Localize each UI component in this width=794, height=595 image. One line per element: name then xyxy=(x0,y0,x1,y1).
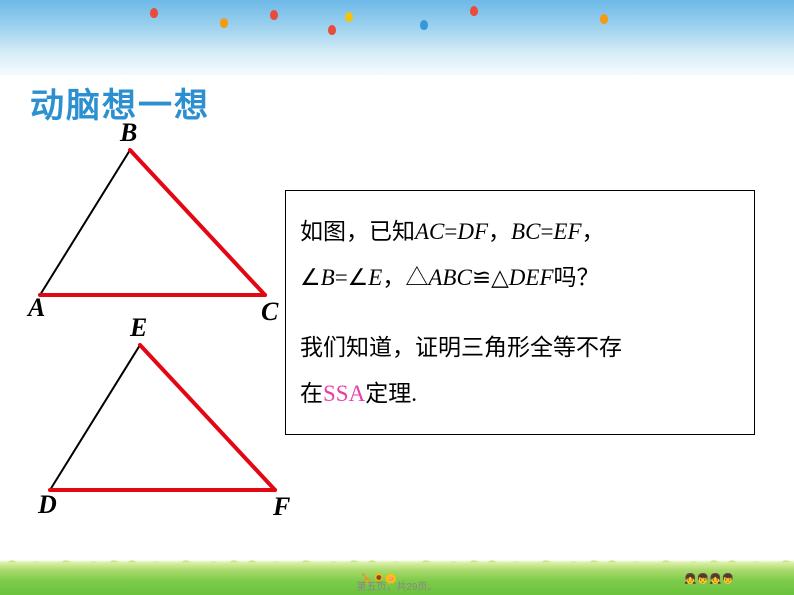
tri-sym: ，△ xyxy=(382,265,428,290)
problem-textbox: 如图，已知AC=DF，BC=EF， ∠B=∠E，△ABC≌△DEF吗？ 我们知道… xyxy=(285,190,755,435)
ang-b: B xyxy=(321,265,335,290)
eq-ef: EF xyxy=(553,219,581,244)
vertex-b: B xyxy=(120,118,137,148)
vertex-f: F xyxy=(273,492,290,522)
eq-ac: AC xyxy=(415,219,444,244)
spacer xyxy=(300,301,740,325)
tri-sym: △ xyxy=(491,265,509,290)
textbox-line1: 如图，已知AC=DF，BC=EF， xyxy=(300,209,740,255)
text: 定理. xyxy=(365,381,417,406)
balloon-icon xyxy=(600,14,608,24)
sep: ， xyxy=(582,219,605,244)
tri-abc: ABC xyxy=(428,265,471,290)
textbox-line2: ∠B=∠E，△ABC≌△DEF吗？ xyxy=(300,255,740,301)
vertex-a: A xyxy=(28,293,45,323)
cong-sym: ≌ xyxy=(472,265,491,290)
textbox-line4: 在SSA定理. xyxy=(300,371,740,417)
page-number: 第五页，共29页。 xyxy=(356,578,437,593)
balloon-icon xyxy=(345,12,353,22)
balloon-icon xyxy=(420,20,428,30)
balloon-icon xyxy=(220,18,228,28)
vertex-e: E xyxy=(130,313,147,343)
ang-e: E xyxy=(368,265,382,290)
q-mark: 吗？ xyxy=(554,265,600,290)
balloon-icon xyxy=(270,10,278,20)
angle-sym: ∠ xyxy=(300,265,321,290)
eq-bc: BC xyxy=(511,219,540,244)
vertex-d: D xyxy=(38,490,57,520)
text: 在 xyxy=(300,381,323,406)
sep: ， xyxy=(488,219,511,244)
tri-def: DEF xyxy=(509,265,554,290)
balloon-icon xyxy=(470,6,478,16)
balloon-icon xyxy=(328,25,336,35)
ssa-term: SSA xyxy=(323,381,365,406)
text-prefix: 如图，已知 xyxy=(300,219,415,244)
angle-sym: ∠ xyxy=(348,265,369,290)
textbox-line3: 我们知道，证明三角形全等不存 xyxy=(300,325,740,371)
footer-deco-right: 👧👦👧👦 xyxy=(684,574,734,585)
eq-df: DF xyxy=(457,219,488,244)
sky-background xyxy=(0,0,794,75)
vertex-c: C xyxy=(261,297,278,327)
balloon-icon xyxy=(150,8,158,18)
